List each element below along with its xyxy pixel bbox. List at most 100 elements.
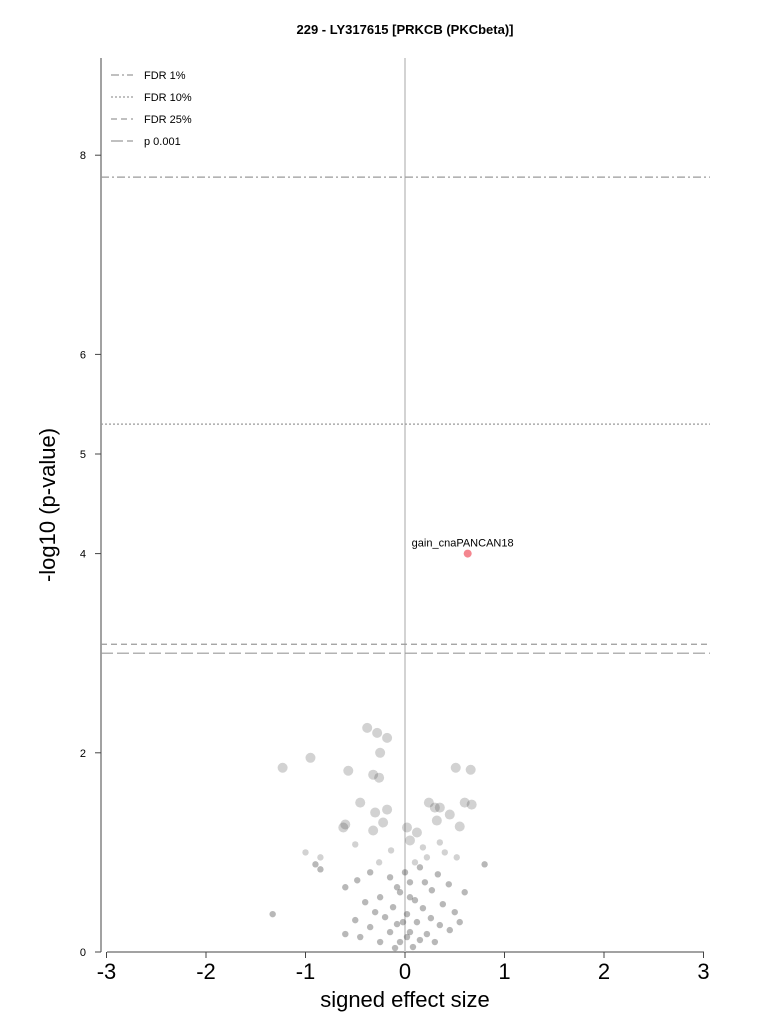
legend-label-3: p 0.001 (144, 136, 181, 148)
data-point-79 (409, 943, 417, 951)
data-point-41 (317, 866, 324, 873)
data-point-81 (456, 918, 463, 926)
data-point-16 (429, 802, 440, 813)
data-point-27 (338, 822, 349, 833)
data-point-31 (419, 844, 427, 851)
data-point-6 (450, 762, 461, 773)
data-point-10 (374, 772, 385, 783)
legend: FDR 1% FDR 10% FDR 25% p 0.001 (111, 70, 192, 148)
data-point-68 (436, 921, 444, 929)
data-point-51 (396, 889, 404, 896)
legend-label-0: FDR 1% (144, 70, 186, 82)
data-point-67 (393, 920, 401, 928)
data-point-22 (431, 815, 442, 826)
data-point-28 (404, 835, 415, 846)
data-point-36 (441, 849, 448, 856)
y-tick-label-1: 2 (80, 748, 86, 760)
data-point-66 (413, 918, 421, 926)
data-point-69 (366, 923, 374, 931)
data-point-59 (371, 908, 379, 916)
x-tick-label-0: -3 (97, 959, 117, 984)
data-point-17 (382, 804, 393, 815)
x-tick-label-6: 3 (697, 959, 709, 984)
data-point-19 (370, 807, 381, 818)
data-point-20 (444, 809, 455, 820)
data-point-52 (461, 889, 468, 896)
y-tick-label-5: 8 (80, 150, 86, 162)
data-point-53 (376, 894, 384, 901)
data-point-58 (419, 904, 427, 912)
data-point-13 (434, 802, 445, 813)
background-points (269, 722, 488, 952)
data-point-14 (459, 797, 470, 808)
data-point-7 (465, 764, 476, 775)
data-point-74 (357, 933, 364, 941)
data-point-26 (411, 827, 422, 838)
highlight-label: gain_cnaPANCAN18 (412, 538, 514, 550)
data-point-11 (355, 797, 366, 808)
data-point-73 (423, 930, 431, 938)
data-point-45 (386, 874, 394, 881)
data-point-1 (372, 727, 383, 738)
data-point-33 (423, 854, 431, 861)
chart-title: 229 - LY317615 [PRKCB (PKCbeta)] (297, 22, 514, 37)
data-point-25 (368, 825, 379, 836)
data-point-87 (393, 884, 401, 891)
data-point-62 (381, 913, 389, 921)
data-point-3 (375, 747, 386, 758)
data-point-64 (352, 916, 359, 924)
highlight-group: gain_cnaPANCAN18 (412, 538, 514, 558)
data-point-55 (362, 899, 369, 906)
data-point-0 (362, 722, 373, 733)
data-point-77 (376, 938, 384, 946)
data-point-30 (352, 841, 359, 848)
data-point-57 (389, 903, 397, 911)
y-tick-label-0: 0 (80, 947, 86, 959)
data-point-37 (375, 859, 383, 866)
data-point-23 (340, 819, 351, 830)
data-point-2 (382, 732, 393, 743)
data-point-75 (416, 936, 424, 944)
x-tick-label-5: 2 (598, 959, 610, 984)
data-point-54 (411, 897, 419, 904)
data-point-4 (305, 752, 316, 763)
x-tick-label-1: -2 (196, 959, 216, 984)
threshold-lines (101, 176, 710, 654)
data-point-34 (302, 849, 309, 856)
data-point-71 (386, 928, 394, 936)
data-point-80 (391, 944, 399, 952)
data-point-9 (368, 769, 379, 780)
data-point-89 (421, 879, 429, 886)
data-point-50 (428, 887, 436, 894)
data-point-60 (451, 908, 458, 916)
y-ticks: 0 2 4 5 6 8 (80, 150, 101, 959)
data-point-86 (411, 859, 419, 866)
y-axis-label: -log10 (p-value) (35, 428, 60, 582)
data-point-85 (399, 918, 407, 926)
data-point-21 (378, 817, 389, 828)
data-point-84 (406, 894, 414, 901)
highlight-point (463, 549, 472, 558)
data-point-47 (406, 879, 414, 886)
x-tick-label-2: -1 (296, 959, 316, 984)
data-point-43 (366, 869, 374, 876)
data-point-32 (387, 847, 395, 854)
x-tick-label-3: 0 (399, 959, 411, 984)
data-point-24 (454, 821, 465, 832)
data-point-42 (416, 864, 424, 871)
data-point-61 (403, 910, 411, 918)
legend-label-1: FDR 10% (144, 92, 192, 104)
data-point-46 (354, 877, 361, 884)
data-point-76 (396, 938, 404, 946)
data-point-29 (436, 839, 444, 846)
data-point-65 (269, 910, 276, 918)
data-point-70 (446, 926, 453, 934)
data-point-18 (401, 822, 412, 833)
y-tick-label-3: 5 (80, 449, 86, 461)
data-point-49 (342, 884, 349, 891)
data-point-88 (403, 933, 411, 941)
data-point-8 (343, 765, 354, 776)
y-tick-label-2: 4 (80, 549, 86, 561)
data-point-63 (427, 914, 435, 922)
